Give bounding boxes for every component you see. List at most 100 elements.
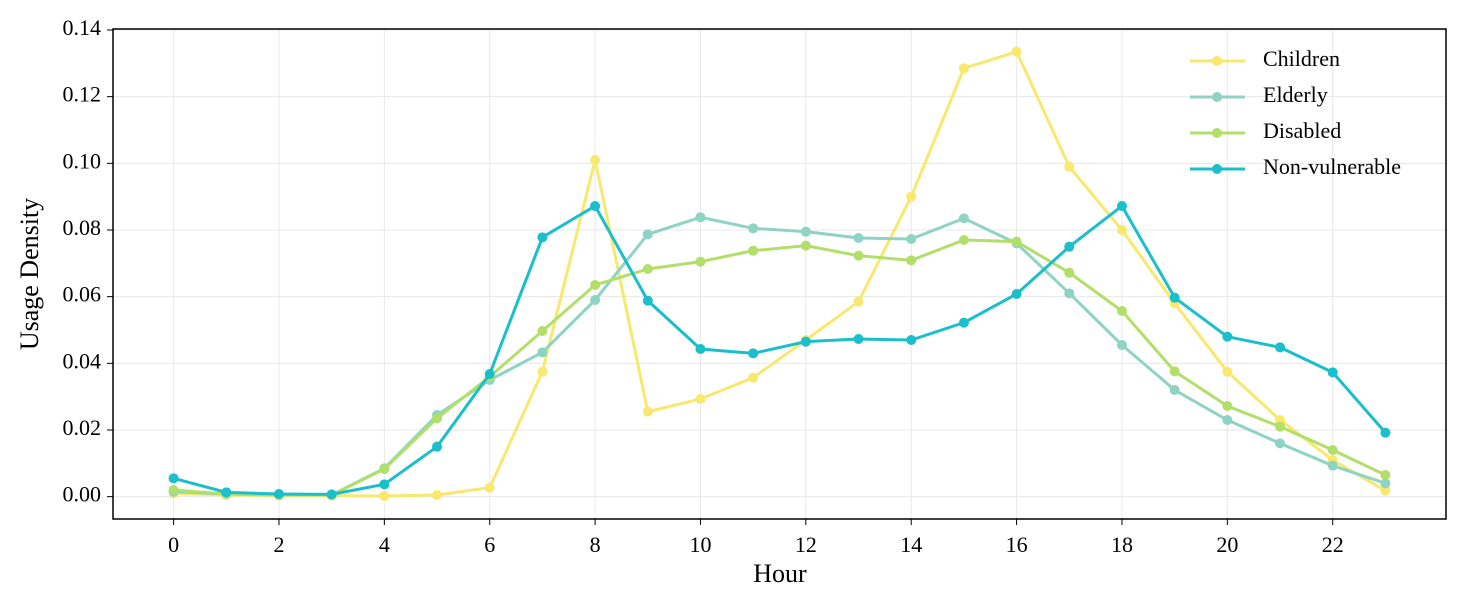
series-line [173,203,1387,496]
data-point [379,464,390,474]
data-point [590,280,601,290]
data-point [800,240,811,251]
data-point [906,234,917,244]
data-point [1169,385,1180,395]
data-point [1222,331,1233,342]
data-point [642,295,653,306]
y-tick-label: 0.10 [63,148,102,173]
data-point [906,255,917,266]
series-line [173,215,1386,497]
plot-frame [112,28,1447,520]
data-point [1011,46,1022,57]
data-point [537,366,548,377]
data-point [800,226,811,237]
data-point [1327,445,1338,455]
y-tick-label: 0.12 [63,82,102,107]
y-tick-label: 0.14 [63,15,102,40]
data-point [484,482,495,493]
series-line [173,49,1387,498]
data-point [853,233,864,243]
data-point [853,296,864,307]
legend-label: Children [1263,46,1340,71]
data-point [958,235,969,245]
data-point [1222,366,1233,377]
data-point [1275,438,1286,449]
x-tick-label: 4 [379,532,390,557]
data-point [958,63,969,74]
data-point [748,223,759,234]
data-point [1380,470,1391,480]
data-point [1064,241,1075,252]
data-point [1327,367,1338,378]
y-tick-label: 0.02 [63,415,102,440]
data-point [748,372,759,383]
x-tick-label: 18 [1111,532,1133,557]
data-point [642,264,653,274]
data-point [484,369,495,379]
data-point [273,489,284,499]
legend-marker [1212,164,1222,174]
y-tick-label: 0.04 [63,348,102,373]
x-tick-label: 20 [1216,532,1238,557]
x-tick-label: 16 [1006,532,1028,557]
data-point [1222,415,1233,425]
legend-label: Disabled [1263,118,1341,143]
data-point [1380,485,1391,496]
data-point [1169,366,1180,377]
data-point [1380,427,1391,438]
x-tick-label: 10 [689,532,711,557]
data-point [1327,460,1338,471]
data-point [590,201,601,211]
x-tick-label: 0 [168,532,179,557]
x-tick-label: 6 [484,532,495,557]
data-point [853,250,864,261]
data-point [1222,401,1233,411]
data-point [379,491,390,501]
x-axis-label: Hour [753,559,807,588]
data-point [432,490,443,500]
data-point [906,335,917,345]
data-point [1380,478,1391,489]
data-point [326,489,337,500]
data-point [221,487,232,498]
data-point [590,155,601,165]
data-point [958,213,969,224]
x-tick-label: 2 [273,532,284,557]
data-point [695,344,706,354]
data-point [1116,340,1127,350]
x-tick-label: 22 [1322,532,1344,557]
data-point [1275,421,1286,432]
data-point [1116,201,1127,211]
y-tick-label: 0.06 [63,282,102,307]
data-point [168,485,179,495]
data-point [642,406,653,417]
data-point [748,348,759,359]
data-point [537,326,548,336]
data-point [642,229,653,240]
data-point [695,256,706,267]
data-point [1064,161,1075,172]
legend-label: Elderly [1263,82,1328,107]
x-tick-label: 14 [900,532,922,557]
data-point [432,441,443,452]
data-point [1116,225,1127,235]
data-point [695,212,706,223]
data-point [800,336,811,347]
data-point [1064,288,1075,299]
series-line [173,238,1387,497]
legend-label: Non-vulnerable [1263,154,1401,179]
legend-marker [1212,128,1222,138]
data-point [432,413,443,424]
x-tick-label: 8 [590,532,601,557]
data-point [1275,342,1286,353]
legend-marker [1212,92,1222,102]
x-tick-label: 12 [795,532,817,557]
data-point [1011,236,1022,247]
data-point [168,473,179,484]
data-point [1064,267,1075,278]
data-point [695,394,706,404]
data-point [1011,289,1022,299]
y-axis-label: Usage Density [15,198,44,350]
y-tick-label: 0.08 [63,215,102,240]
data-point [537,347,548,358]
